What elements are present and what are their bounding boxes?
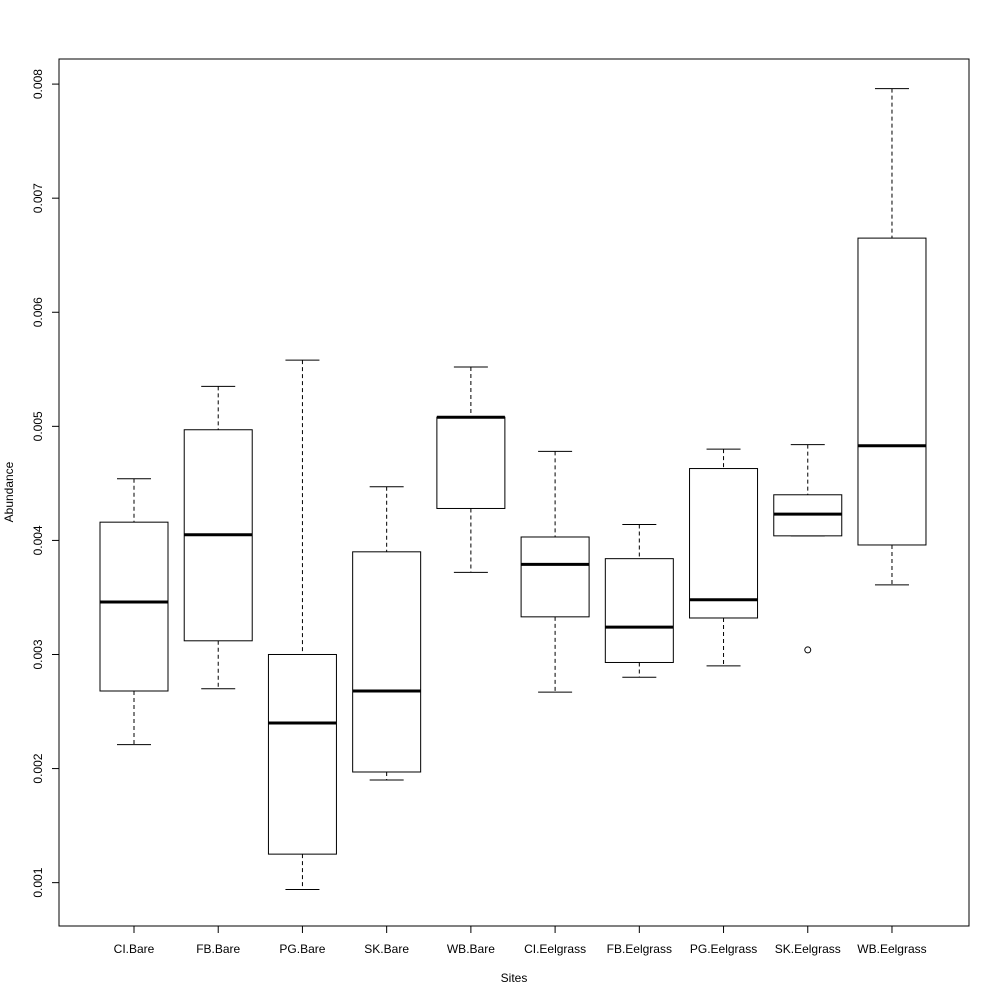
iqr-box — [604, 558, 674, 663]
y-tick-label: 0.001 — [31, 867, 45, 897]
iqr-box — [520, 536, 590, 618]
y-tick-label: 0.003 — [31, 639, 45, 669]
x-tick-label: SK.Eelgrass — [775, 942, 841, 956]
y-axis-label: Abundance — [2, 461, 16, 522]
iqr-box — [352, 551, 422, 773]
box-pg-bare — [267, 359, 337, 890]
x-tick-label: FB.Eelgrass — [607, 942, 672, 956]
box-wb-eelgrass — [857, 88, 927, 586]
x-tick-label: WB.Bare — [447, 942, 495, 956]
boxes-group — [99, 88, 927, 890]
x-tick-label: PG.Bare — [279, 942, 325, 956]
x-tick-label: SK.Bare — [364, 942, 409, 956]
x-axis: CI.Bare FB.Bare PG.Bare SK.Bare WB.Bare CI.Ee… — [114, 925, 927, 956]
x-axis-label: Sites — [501, 971, 528, 985]
box-wb-bare — [436, 366, 506, 573]
box-ci-eelgrass — [520, 450, 590, 693]
y-tick-label: 0.004 — [31, 525, 45, 555]
iqr-box — [267, 653, 337, 855]
x-tick-label: FB.Bare — [196, 942, 240, 956]
iqr-box — [99, 521, 169, 692]
x-tick-label: CI.Bare — [114, 942, 155, 956]
iqr-box — [436, 416, 506, 509]
iqr-box — [857, 237, 927, 546]
y-tick-label: 0.008 — [31, 69, 45, 99]
iqr-box — [689, 468, 759, 619]
y-tick-label: 0.006 — [31, 297, 45, 327]
box-fb-bare — [183, 385, 253, 690]
box-ci-bare — [99, 478, 169, 746]
box-sk-bare — [352, 486, 422, 781]
y-tick-label: 0.002 — [31, 753, 45, 783]
x-tick-label: WB.Eelgrass — [857, 942, 926, 956]
x-tick-label: CI.Eelgrass — [524, 942, 586, 956]
box-fb-eelgrass — [604, 523, 674, 678]
y-axis: 0.001 0.002 0.003 0.004 0.005 0.006 0.007 0.008 — [31, 69, 60, 898]
outlier-point — [804, 646, 812, 654]
y-tick-label: 0.007 — [31, 183, 45, 213]
y-tick-label: 0.005 — [31, 411, 45, 441]
x-tick-label: PG.Eelgrass — [690, 942, 757, 956]
box-pg-eelgrass — [689, 448, 759, 667]
box-sk-eelgrass — [773, 444, 843, 654]
